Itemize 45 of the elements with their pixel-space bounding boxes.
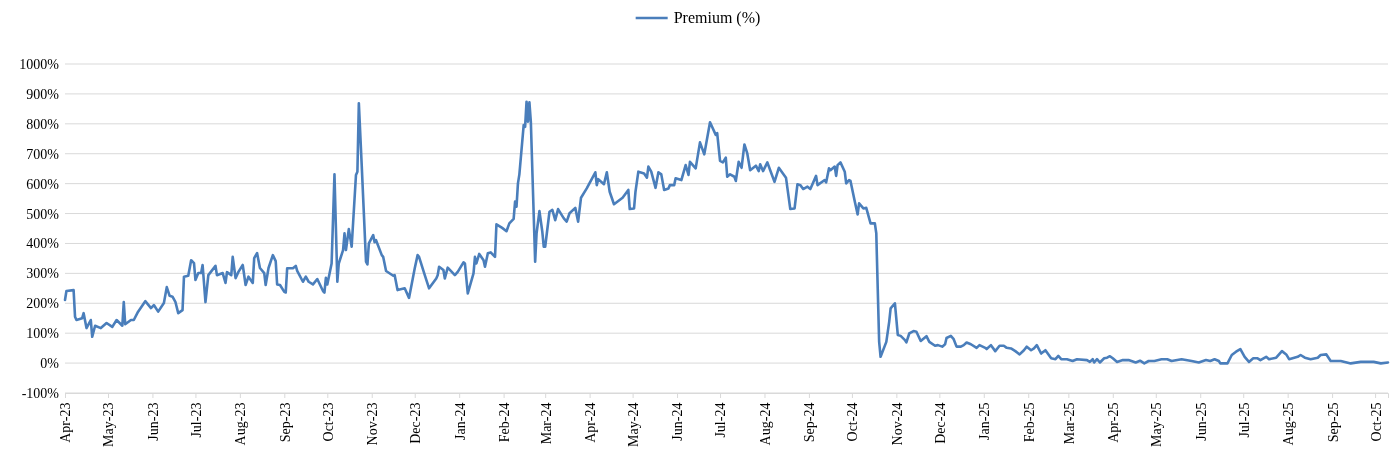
x-tick-label: Sep-25: [1325, 402, 1341, 443]
x-tick-label: Sep-23: [277, 402, 293, 443]
x-tick-label: Apr-25: [1106, 402, 1122, 443]
x-tick-label: Jun-23: [145, 402, 161, 441]
y-tick-label: 800%: [26, 116, 60, 132]
x-tick-label: Feb-24: [497, 402, 513, 443]
y-tick-label: 600%: [26, 176, 60, 192]
x-tick-label: Feb-25: [1021, 402, 1037, 443]
y-tick-label: 400%: [26, 236, 60, 252]
x-tick-label: Oct-25: [1368, 402, 1384, 442]
y-tick-label: 200%: [26, 296, 60, 312]
line-series: [63, 100, 1390, 365]
y-tick-label: 300%: [26, 266, 60, 282]
legend-label: Premium (%): [673, 9, 761, 27]
x-tick-label: Dec-23: [408, 402, 424, 444]
x-tick-label: Jun-25: [1193, 402, 1209, 441]
x-tick-label: Oct-24: [845, 402, 861, 442]
y-tick-label: 1000%: [19, 56, 60, 72]
x-tick-label: Aug-24: [757, 402, 773, 446]
x-tick-label: Apr-23: [58, 402, 74, 443]
x-tick-label: Apr-24: [583, 402, 599, 443]
y-tick-label: 700%: [26, 146, 60, 162]
x-tick-label: Jun-24: [670, 402, 686, 441]
y-tick-label: 0%: [40, 356, 60, 372]
x-tick-label: Nov-23: [365, 402, 381, 446]
x-tick-label: Jul-25: [1236, 402, 1252, 438]
x-tick-label: Jul-24: [713, 402, 729, 438]
x-tick-label: May-24: [626, 402, 642, 447]
x-tick-label: Dec-24: [932, 402, 948, 444]
x-tick-label: Jul-23: [188, 402, 204, 438]
x-tick-label: Sep-24: [802, 402, 818, 443]
x-tick-label: Oct-23: [320, 402, 336, 442]
x-tick-label: Jan-25: [977, 402, 993, 440]
y-tick-label: 900%: [26, 86, 60, 102]
x-tick-label: Mar-24: [538, 402, 554, 445]
y-tick-label: -100%: [21, 385, 60, 401]
x-tick-label: Mar-25: [1061, 402, 1077, 445]
x-tick-label: Aug-23: [233, 402, 249, 446]
y-tick-label: 100%: [26, 326, 60, 342]
x-tick-label: May-25: [1149, 402, 1165, 447]
x-tick-label: Jan-24: [452, 402, 468, 440]
x-tick-label: Nov-24: [889, 402, 905, 446]
x-tick-label: Aug-25: [1281, 402, 1297, 446]
x-tick-label: May-23: [101, 402, 117, 447]
y-tick-label: 500%: [26, 206, 60, 222]
